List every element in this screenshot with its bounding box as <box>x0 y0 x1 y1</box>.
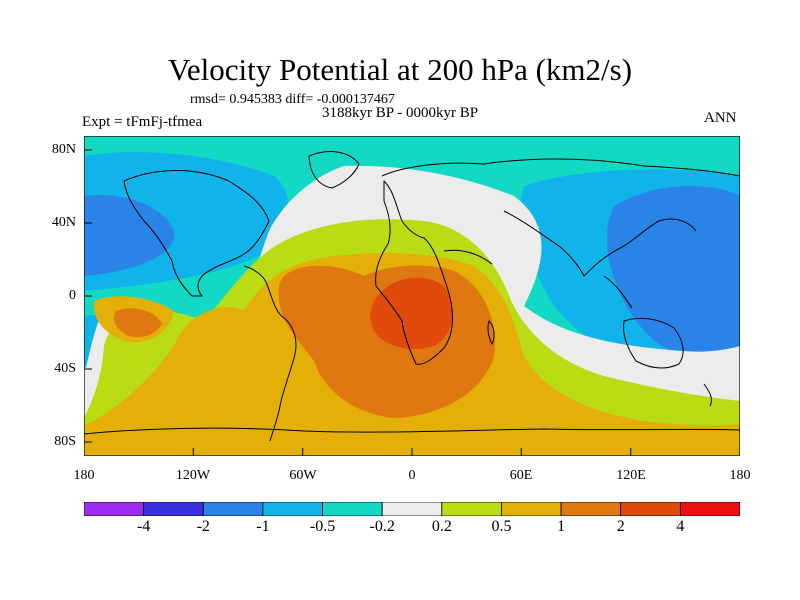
colorbar-label-1: -2 <box>196 518 210 535</box>
plot-title: Velocity Potential at 200 hPa (km2/s) <box>167 52 633 87</box>
stats-subtitle: rmsd= 0.945383 diff= -0.000137467 <box>190 92 395 107</box>
colorbar-label-6: 0.5 <box>491 518 512 535</box>
colorbar-box-2 <box>202 502 264 516</box>
lon-label-0: 0 <box>408 468 416 483</box>
period-subtitle: 3188kyr BP - 0000kyr BP <box>322 105 479 121</box>
colorbar-box-6 <box>441 502 502 516</box>
colorbar-label-4: -0.2 <box>369 518 395 535</box>
colorbar-label-9: 4 <box>676 518 685 535</box>
lon-label-60e: 60E <box>509 468 533 483</box>
lon-label-120e: 120E <box>616 468 646 483</box>
lat-label-80n: 80N <box>51 142 76 157</box>
colorbar <box>84 502 740 516</box>
lat-label-40n: 40N <box>51 215 76 230</box>
lat-label-80s: 80S <box>54 434 76 449</box>
experiment-label: Expt = tFmFj-tfmea <box>82 114 203 130</box>
colorbar-box-10 <box>679 502 740 516</box>
lon-label-180w: 180 <box>73 468 95 483</box>
colorbar-box-5 <box>381 502 443 516</box>
lon-label-60w: 60W <box>289 468 317 483</box>
colorbar-label-8: 2 <box>616 518 625 535</box>
colorbar-label-5: 0.2 <box>431 518 452 535</box>
colorbar-box-4 <box>322 502 383 516</box>
colorbar-box-0 <box>84 502 145 516</box>
season-label: ANN <box>704 110 737 126</box>
field-pos1-pacific <box>114 308 162 338</box>
colorbar-label-3: -0.5 <box>309 518 336 535</box>
colorbar-box-8 <box>560 502 622 516</box>
velocity-potential-map <box>84 136 740 456</box>
field-neg2-asia <box>606 186 740 367</box>
coastlines <box>84 151 740 442</box>
field-pos2-africa <box>370 277 453 350</box>
colorbar-box-7 <box>501 502 562 516</box>
colorbar-label-0: -4 <box>136 518 151 535</box>
colorbar-box-9 <box>620 502 681 516</box>
field-neg2-pacific <box>84 195 175 276</box>
lat-label-40s: 40S <box>54 361 76 376</box>
lon-label-120w: 120W <box>175 468 211 483</box>
colorbar-label-7: 1 <box>557 518 566 535</box>
colorbar-label-2: -1 <box>256 518 270 535</box>
lon-label-180e: 180 <box>729 468 751 483</box>
colorbar-box-3 <box>262 502 323 516</box>
lat-label-0: 0 <box>69 288 76 303</box>
colorbar-box-1 <box>143 502 204 516</box>
